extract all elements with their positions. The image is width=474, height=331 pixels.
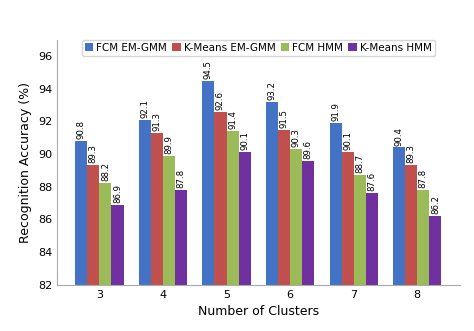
Text: 91.4: 91.4 [228, 110, 237, 129]
Bar [87, 166, 100, 285]
Text: 91.9: 91.9 [331, 102, 340, 121]
Bar [227, 131, 238, 285]
Text: 88.7: 88.7 [355, 154, 364, 173]
Bar [329, 123, 342, 285]
Text: 93.2: 93.2 [267, 81, 276, 100]
Bar [100, 183, 111, 285]
Text: 89.3: 89.3 [407, 145, 416, 164]
Text: 91.3: 91.3 [153, 112, 162, 131]
Text: 90.1: 90.1 [240, 131, 249, 150]
Bar [405, 166, 417, 285]
Bar [214, 112, 227, 285]
Bar [342, 152, 354, 285]
Bar [354, 175, 366, 285]
Text: 90.3: 90.3 [292, 128, 301, 147]
Text: 87.8: 87.8 [177, 169, 185, 188]
Text: 87.8: 87.8 [419, 169, 428, 188]
Text: 94.5: 94.5 [204, 60, 213, 78]
Bar [75, 141, 87, 285]
Text: 92.1: 92.1 [140, 99, 149, 118]
Bar [393, 148, 405, 285]
Text: 86.9: 86.9 [113, 184, 122, 203]
Bar [417, 190, 429, 285]
Text: 89.3: 89.3 [89, 145, 98, 164]
Bar [238, 152, 251, 285]
Bar [151, 133, 163, 285]
Bar [302, 161, 314, 285]
Bar [278, 129, 290, 285]
Legend: FCM EM-GMM, K-Means EM-GMM, FCM HMM, K-Means HMM: FCM EM-GMM, K-Means EM-GMM, FCM HMM, K-M… [82, 40, 435, 56]
Bar [202, 80, 214, 285]
Text: 89.9: 89.9 [164, 135, 173, 154]
Text: 86.2: 86.2 [431, 195, 440, 214]
Text: 87.6: 87.6 [367, 172, 376, 191]
Bar [429, 216, 441, 285]
Text: 90.4: 90.4 [395, 126, 404, 146]
Text: 89.6: 89.6 [304, 140, 313, 159]
Bar [139, 120, 151, 285]
Bar [175, 190, 187, 285]
Bar [366, 193, 378, 285]
Bar [163, 156, 175, 285]
Bar [290, 149, 302, 285]
X-axis label: Number of Clusters: Number of Clusters [198, 305, 319, 318]
Y-axis label: Recognition Accuracy (%): Recognition Accuracy (%) [19, 82, 32, 243]
Text: 91.5: 91.5 [280, 109, 289, 127]
Text: 90.1: 90.1 [343, 131, 352, 150]
Text: 92.6: 92.6 [216, 91, 225, 110]
Bar [111, 205, 124, 285]
Text: 88.2: 88.2 [101, 162, 110, 181]
Text: 90.8: 90.8 [77, 120, 86, 139]
Bar [266, 102, 278, 285]
